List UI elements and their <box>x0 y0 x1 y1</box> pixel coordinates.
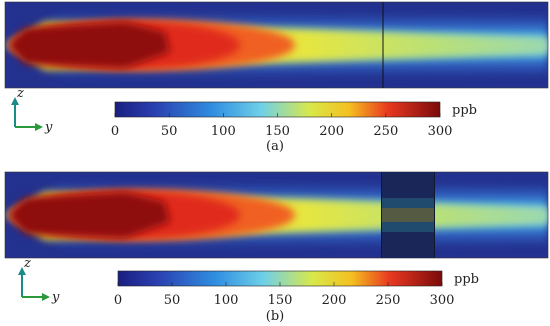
axis-head-y <box>35 123 43 131</box>
axis-head-z <box>11 97 19 105</box>
axis-head-y <box>42 293 50 301</box>
axis-head-z <box>18 267 26 275</box>
colorbar-tick-label: 100 <box>211 124 236 139</box>
colorbar-tick-label: 250 <box>373 124 398 139</box>
colorbar-tick-label: 50 <box>164 293 181 308</box>
plume-image <box>5 172 548 258</box>
colorbar-tick-label: 300 <box>428 124 453 139</box>
colorbar-unit: ppb <box>454 272 479 287</box>
colorbar-tick-label: 150 <box>268 293 293 308</box>
plume-image <box>5 2 548 88</box>
colorbar-unit: ppb <box>452 103 477 118</box>
axis-label-z: z <box>23 256 31 271</box>
caption: (b) <box>266 309 284 324</box>
colorbar-tick-label: 0 <box>111 124 119 139</box>
colorbar-tick-label: 200 <box>319 124 344 139</box>
colorbar-tick-label: 250 <box>376 293 401 308</box>
colorbar-tick-label: 150 <box>265 124 290 139</box>
colorbar-tick-label: 100 <box>214 293 239 308</box>
colorbar-tick-label: 50 <box>161 124 178 139</box>
axis-label-y: y <box>44 120 53 135</box>
colorbar-tick-label: 0 <box>114 293 122 308</box>
axis-label-y: y <box>51 290 60 305</box>
colorbar-tick-label: 300 <box>430 293 455 308</box>
colorbar-tick-label: 200 <box>322 293 347 308</box>
axis-label-z: z <box>16 86 24 101</box>
caption: (a) <box>266 139 284 154</box>
